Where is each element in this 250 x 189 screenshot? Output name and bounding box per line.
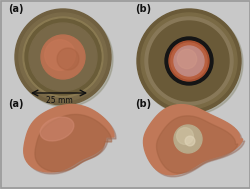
Circle shape — [17, 11, 112, 107]
Circle shape — [57, 48, 79, 70]
Circle shape — [15, 9, 110, 105]
Circle shape — [173, 125, 201, 153]
Circle shape — [168, 41, 208, 81]
Circle shape — [176, 128, 193, 144]
Text: (a): (a) — [8, 4, 24, 14]
Circle shape — [173, 46, 203, 76]
Circle shape — [136, 9, 240, 113]
Circle shape — [23, 17, 102, 97]
Circle shape — [29, 23, 96, 91]
Text: (b): (b) — [134, 4, 150, 14]
Polygon shape — [24, 105, 114, 172]
Circle shape — [144, 17, 232, 105]
Circle shape — [29, 23, 96, 91]
Circle shape — [25, 19, 101, 95]
Text: (b): (b) — [134, 99, 150, 109]
Polygon shape — [156, 116, 237, 173]
Circle shape — [164, 37, 212, 85]
Circle shape — [19, 13, 106, 101]
Circle shape — [140, 13, 236, 109]
Text: 25 mm: 25 mm — [46, 96, 72, 105]
Text: (a): (a) — [8, 99, 24, 109]
Polygon shape — [35, 114, 111, 172]
Circle shape — [138, 11, 242, 115]
Polygon shape — [26, 107, 116, 174]
Circle shape — [44, 40, 75, 70]
Polygon shape — [145, 107, 244, 177]
Circle shape — [170, 43, 206, 79]
Circle shape — [176, 49, 196, 69]
Ellipse shape — [40, 117, 74, 141]
Polygon shape — [143, 105, 242, 175]
Circle shape — [148, 21, 228, 101]
Circle shape — [184, 136, 194, 146]
Circle shape — [41, 35, 85, 79]
Circle shape — [150, 23, 226, 99]
